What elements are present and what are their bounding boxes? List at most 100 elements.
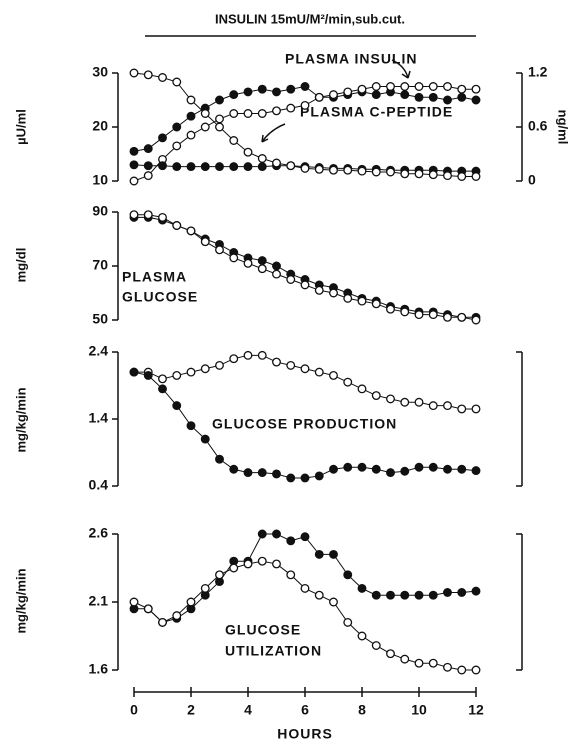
data-point [286,103,296,113]
data-point [186,130,196,140]
data-point [143,604,153,614]
data-point [414,462,424,472]
data-point [158,161,167,171]
y2-tick-label: 0.6 [528,118,548,134]
data-point [272,559,281,569]
data-point [286,536,296,546]
data-point [186,111,196,121]
data-point [314,285,324,295]
data-point [329,371,338,380]
data-point [243,468,253,478]
data-point [357,84,367,94]
data-point [172,221,182,230]
data-point [471,466,481,476]
data-point [471,172,481,181]
data-point [400,90,410,100]
data-point [443,312,452,322]
data-point [257,162,267,172]
y-tick-label: 1.6 [89,661,109,677]
annotation: GLUCOSE [122,289,198,305]
data-point [386,304,395,314]
data-point [300,100,310,110]
data-point [143,70,153,80]
data-point [400,307,410,317]
data-point [371,167,381,177]
data-point [471,95,481,105]
data-point [257,529,267,539]
data-point [272,158,281,168]
data-point [329,597,338,607]
y-axis-label: mg/kg/min [13,568,28,633]
data-point [215,454,224,464]
data-point [314,590,324,600]
data-point [243,162,253,172]
data-point [314,549,324,559]
data-point [357,384,367,394]
series-line [134,354,476,410]
data-point [200,237,210,247]
x-tick-label: 0 [130,702,138,718]
data-point [200,162,210,172]
data-point [172,122,182,132]
data-point [471,665,481,675]
data-point [329,165,338,175]
data-point [414,169,424,179]
data-point [129,146,139,156]
data-point [371,299,381,309]
data-point [129,160,139,170]
data-point [443,464,452,474]
data-point [300,163,310,173]
data-point [343,570,353,580]
data-point [143,144,153,154]
y-tick-label: 70 [92,257,108,273]
x-tick-label: 8 [358,702,366,718]
data-point [343,377,353,387]
data-point [386,649,395,659]
y-tick-label: 1.4 [89,410,109,426]
data-point [215,95,224,105]
data-point [386,394,395,404]
data-point [186,367,196,377]
annotation: PLASMA C-PEPTIDE [300,104,453,120]
data-point [443,95,452,105]
x-tick-label: 12 [468,702,484,718]
data-point [343,165,353,175]
data-point [457,84,467,94]
data-point [272,87,281,97]
data-point [286,570,296,580]
data-point [414,92,424,102]
data-point [229,90,239,100]
data-point [272,269,281,279]
x-tick-label: 10 [411,702,427,718]
data-point [257,256,267,266]
data-point [215,570,224,580]
data-point [200,122,210,132]
data-point [272,261,281,271]
data-point [229,253,239,263]
data-point [357,462,367,472]
data-point [143,210,153,220]
data-point [300,583,310,593]
data-point [215,162,224,172]
data-point [186,95,196,105]
data-point [243,147,253,157]
data-point [343,617,353,627]
data-point [471,315,481,325]
data-point [172,611,182,621]
annotation: GLUCOSE [225,622,301,638]
annotation: PLASMA INSULIN [285,51,417,67]
data-point [386,468,395,478]
y-tick-label: 90 [92,203,108,219]
data-point [428,401,438,411]
data-point [158,212,167,222]
data-point [357,631,367,641]
y-tick-label: 2.4 [89,343,109,359]
data-point [272,106,281,116]
y-axis-label: µU/ml [13,109,28,145]
data-point [329,90,338,100]
data-point [357,583,367,593]
y-tick-label: 2.1 [89,593,109,609]
data-point [300,532,310,542]
data-point [243,109,253,118]
data-point [357,296,367,306]
